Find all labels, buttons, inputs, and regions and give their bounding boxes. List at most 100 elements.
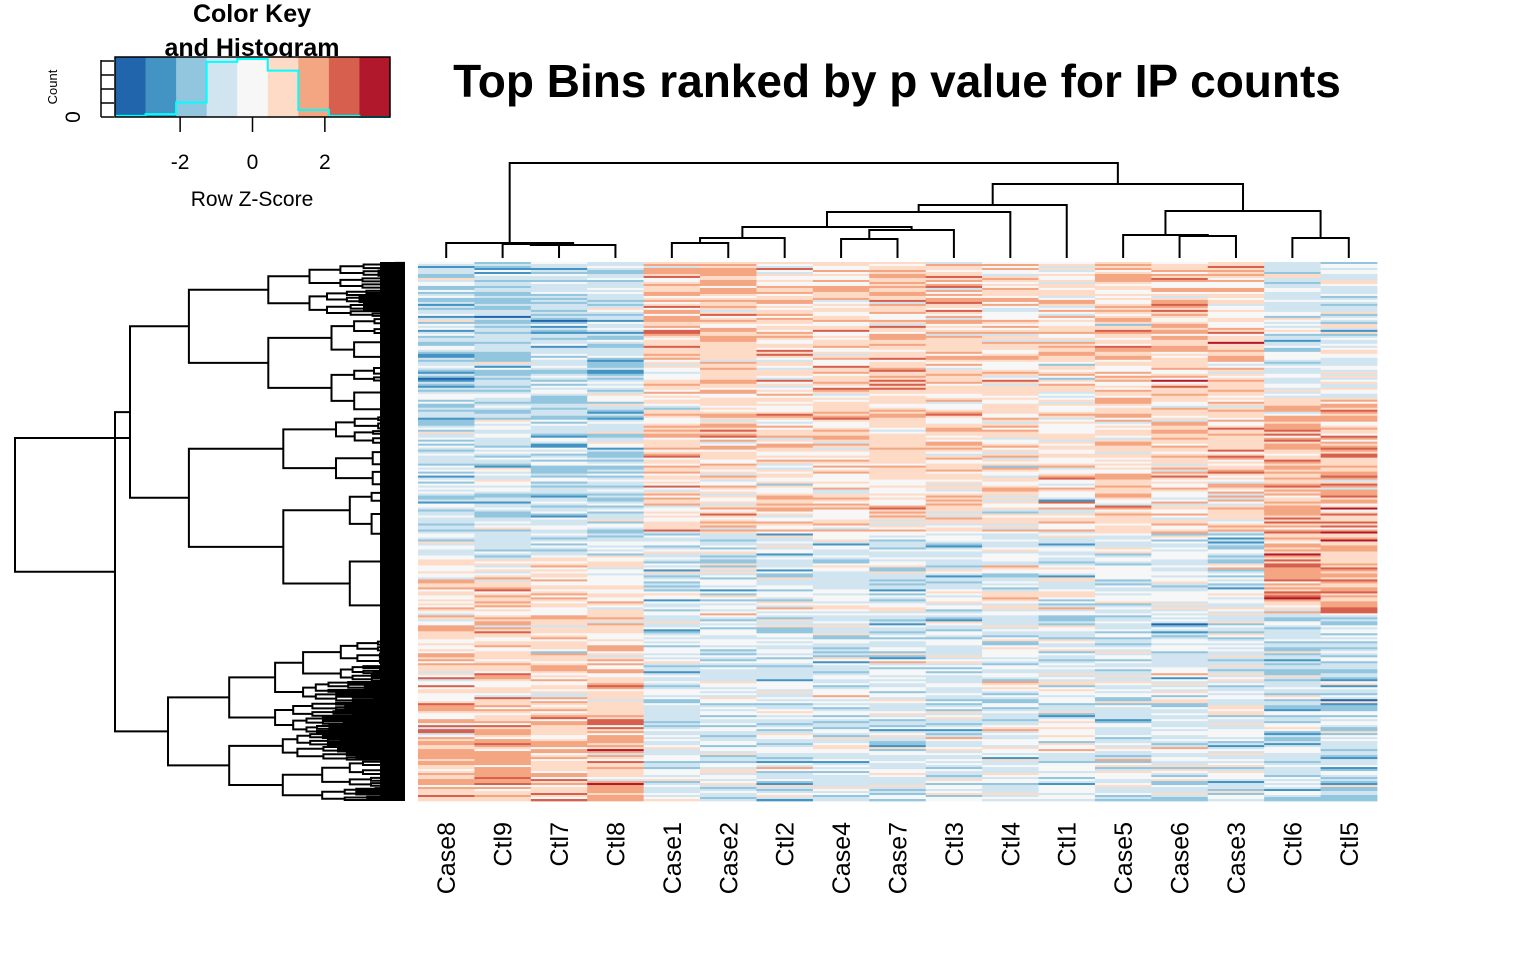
- heatmap-cell: [812, 391, 870, 395]
- heatmap-cell: [1264, 427, 1321, 431]
- heatmap-cell: [643, 601, 701, 604]
- heatmap-cell: [474, 485, 532, 488]
- heatmap-cell: [587, 765, 645, 768]
- heatmap-cell: [418, 445, 475, 449]
- heatmap-cell: [530, 767, 588, 770]
- heatmap-cell: [530, 435, 588, 439]
- heatmap-cell: [1151, 537, 1209, 540]
- heatmap-cell: [643, 653, 701, 656]
- heatmap-cell: [643, 345, 701, 349]
- heatmap-cell: [756, 269, 814, 273]
- heatmap-cell: [756, 391, 814, 395]
- heatmap-cell: [925, 293, 983, 297]
- heatmap-cell: [1320, 379, 1378, 383]
- heatmap-cell: [1038, 643, 1096, 646]
- heatmap-cell: [756, 357, 814, 361]
- heatmap-cell: [1038, 339, 1096, 343]
- heatmap-cell: [812, 799, 870, 802]
- column-label: Ctl5: [1336, 822, 1364, 866]
- heatmap-cell: [925, 741, 983, 744]
- heatmap-cell: [1264, 659, 1321, 662]
- heatmap-cell: [587, 721, 645, 724]
- heatmap-cell: [1151, 691, 1209, 694]
- heatmap-cell: [925, 647, 983, 650]
- heatmap-cell: [474, 765, 532, 768]
- heatmap-cell: [756, 389, 814, 393]
- heatmap-cell: [1207, 439, 1265, 443]
- heatmap-cell: [1094, 479, 1152, 482]
- heatmap-cell: [1207, 511, 1265, 514]
- heatmap-cell: [925, 535, 983, 538]
- heatmap-cell: [1264, 561, 1321, 564]
- heatmap-cell: [418, 335, 475, 339]
- heatmap-cell: [700, 447, 757, 451]
- heatmap-cell: [925, 283, 983, 287]
- heatmap-cell: [700, 797, 757, 800]
- heatmap-cell: [700, 765, 757, 768]
- heatmap-cell: [756, 275, 814, 279]
- heatmap-cell: [1038, 437, 1096, 441]
- heatmap-cell: [756, 569, 814, 572]
- heatmap-cell: [1207, 373, 1265, 377]
- heatmap-cell: [869, 491, 927, 494]
- heatmap-cell: [474, 467, 532, 470]
- heatmap-cell: [643, 711, 701, 714]
- heatmap-cell: [587, 569, 645, 572]
- heatmap-cell: [643, 509, 701, 512]
- heatmap-cell: [700, 397, 757, 401]
- heatmap-cell: [869, 551, 927, 554]
- heatmap-cell: [756, 637, 814, 640]
- heatmap-cell: [1038, 697, 1096, 700]
- heatmap-cell: [474, 479, 532, 482]
- heatmap-cell: [982, 319, 1039, 323]
- heatmap-cell: [530, 511, 588, 514]
- heatmap-cell: [587, 773, 645, 776]
- heatmap-cell: [530, 795, 588, 798]
- heatmap-cell: [869, 687, 927, 690]
- heatmap-cell: [1264, 657, 1321, 660]
- heatmap-cell: [812, 675, 870, 678]
- heatmap-cell: [1094, 699, 1152, 702]
- heatmap-cell: [643, 495, 701, 498]
- heatmap-cell: [418, 793, 475, 796]
- heatmap-cell: [1038, 659, 1096, 662]
- heatmap-cell: [643, 523, 701, 526]
- heatmap-cell: [418, 791, 475, 794]
- heatmap-cell: [700, 707, 757, 710]
- heatmap-cell: [643, 585, 701, 588]
- heatmap-cell: [530, 489, 588, 492]
- heatmap-cell: [700, 435, 757, 439]
- heatmap-cell: [812, 659, 870, 662]
- heatmap-cell: [869, 529, 927, 532]
- heatmap-cell: [869, 509, 927, 512]
- heatmap-cell: [643, 297, 701, 301]
- heatmap-cell: [812, 347, 870, 351]
- heatmap-cell: [587, 419, 645, 423]
- heatmap-cell: [643, 735, 701, 738]
- heatmap-cell: [474, 409, 532, 413]
- heatmap-cell: [700, 493, 757, 496]
- heatmap-cell: [530, 381, 588, 385]
- heatmap-cell: [1151, 553, 1209, 556]
- heatmap-cell: [1264, 787, 1321, 790]
- heatmap-cell: [418, 407, 475, 411]
- heatmap-cell: [925, 739, 983, 742]
- heatmap-cell: [1320, 441, 1378, 445]
- heatmap-cell: [756, 767, 814, 770]
- heatmap-cell: [1038, 629, 1096, 632]
- heatmap-cell: [418, 515, 475, 518]
- heatmap-cell: [474, 537, 532, 540]
- heatmap-cell: [530, 635, 588, 638]
- heatmap-cell: [643, 715, 701, 718]
- heatmap-cell: [643, 321, 701, 325]
- heatmap-cell: [418, 739, 475, 742]
- heatmap-cell: [812, 421, 870, 425]
- heatmap-cell: [1264, 799, 1321, 802]
- heatmap-cell: [418, 673, 475, 676]
- heatmap-cell: [587, 415, 645, 419]
- heatmap-cell: [474, 769, 532, 772]
- heatmap-cell: [982, 471, 1039, 474]
- heatmap-cell: [1207, 699, 1265, 702]
- heatmap-cell: [1264, 713, 1321, 716]
- heatmap-cell: [1151, 617, 1209, 620]
